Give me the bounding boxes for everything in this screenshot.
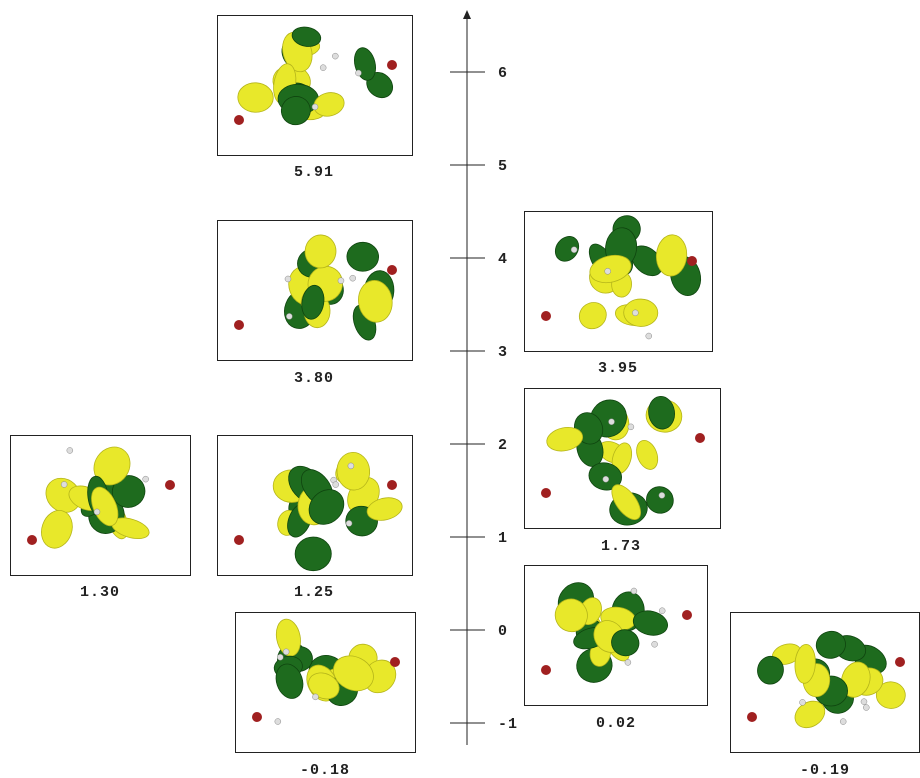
axis-tick-label: 2 [498,437,508,454]
atom [609,419,615,425]
orbital-panel [218,221,413,361]
atom [659,608,665,614]
axis-tick-label: 3 [498,344,508,361]
axis-tick-label: 5 [498,158,508,175]
atom [682,610,692,620]
orbital-lobe [623,299,658,327]
energy-label: 1.25 [294,584,334,601]
atom [234,115,244,125]
energy-label: 1.30 [80,584,120,601]
atom [350,275,356,281]
atom [747,712,757,722]
atom [61,481,67,487]
atom [646,333,652,339]
atom [387,60,397,70]
axis-tick-label: 4 [498,251,508,268]
atom [143,476,149,482]
atom [387,480,397,490]
atom [355,70,361,76]
atom [625,659,631,665]
energy-label: 0.02 [596,715,636,732]
atom [632,310,638,316]
energy-label: 1.73 [601,538,641,555]
atom [275,719,281,725]
atom [338,278,344,284]
atom [27,535,37,545]
orbital-panel [218,16,413,156]
atom [333,482,339,488]
energy-label: 3.80 [294,370,334,387]
atom [631,588,637,594]
atom [840,719,846,725]
atom [252,712,262,722]
atom [603,476,609,482]
atom [541,665,551,675]
energy-label: -0.18 [300,762,350,778]
atom [652,641,658,647]
orbital-panel [236,613,416,753]
orbital-panel [525,212,713,352]
energy-label: -0.19 [800,762,850,778]
atom [659,492,665,498]
atom [800,699,806,705]
axis-tick-label: 6 [498,65,508,82]
orbital-panel [731,613,920,753]
atom [390,657,400,667]
atom [94,509,100,515]
atom [541,488,551,498]
atom [332,53,338,59]
atom [687,256,697,266]
atom [312,694,318,700]
orbital-panel [218,436,413,576]
atom [863,705,869,711]
atom [234,535,244,545]
atom [895,657,905,667]
orbital-lobe [295,537,331,571]
atom [346,520,352,526]
atom [541,311,551,321]
atom [571,247,577,253]
atom [861,699,867,705]
orbital-panel [525,389,721,529]
orbital-panel [525,566,708,706]
atom [695,433,705,443]
atom [387,265,397,275]
axis-tick-label: 1 [498,530,508,547]
atom [605,268,611,274]
atom [320,65,326,71]
atom [283,649,289,655]
atom [286,313,292,319]
orbital-lobe [346,242,379,272]
axis-tick-label: 0 [498,623,508,640]
atom [165,480,175,490]
atom [312,104,318,110]
diagram: -1 0 1 2 3 4 5 6 5.91 3.80 3.95 1.73 1.30 1.25 0.02 -0.… [0,0,920,778]
atom [234,320,244,330]
atom [348,463,354,469]
atom [277,654,283,660]
orbital-panel [11,436,191,576]
energy-label: 3.95 [598,360,638,377]
atom [285,276,291,282]
axis-tick-label: -1 [498,716,518,733]
atom [67,447,73,453]
axis-arrow [463,10,471,19]
energy-label: 5.91 [294,164,334,181]
atom [628,424,634,430]
